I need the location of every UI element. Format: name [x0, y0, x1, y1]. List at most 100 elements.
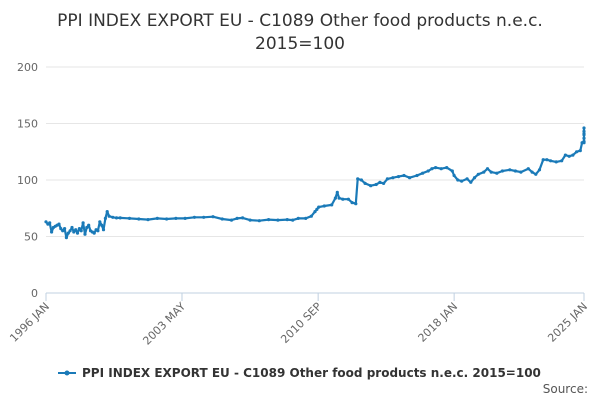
data-point[interactable] [291, 218, 295, 222]
data-point[interactable] [495, 171, 499, 175]
data-point[interactable] [229, 218, 234, 222]
data-point[interactable] [304, 216, 308, 220]
data-point[interactable] [341, 197, 345, 201]
data-point[interactable] [333, 196, 337, 200]
data-point[interactable] [430, 167, 434, 171]
data-point[interactable] [174, 216, 178, 220]
data-point[interactable] [445, 166, 449, 170]
data-point[interactable] [363, 181, 367, 185]
data-point[interactable] [202, 215, 206, 219]
data-point[interactable] [476, 172, 480, 176]
data-point[interactable] [111, 215, 115, 219]
data-point[interactable] [127, 216, 132, 220]
data-point[interactable] [359, 178, 363, 182]
data-point[interactable] [72, 230, 76, 234]
data-point[interactable] [426, 169, 430, 173]
data-point[interactable] [44, 220, 48, 224]
data-point[interactable] [541, 158, 545, 162]
data-point[interactable] [107, 214, 111, 218]
data-point[interactable] [391, 176, 395, 180]
data-point[interactable] [415, 173, 419, 178]
data-point[interactable] [571, 153, 575, 157]
data-point[interactable] [582, 140, 586, 144]
data-point[interactable] [192, 215, 196, 219]
data-point[interactable] [526, 167, 530, 171]
data-point[interactable] [500, 169, 504, 173]
data-point[interactable] [519, 170, 523, 174]
data-point[interactable] [374, 182, 378, 187]
data-point[interactable] [309, 214, 313, 218]
data-point[interactable] [469, 180, 473, 184]
data-point[interactable] [98, 220, 102, 224]
data-point[interactable] [241, 216, 245, 220]
data-point[interactable] [346, 197, 350, 201]
data-point[interactable] [460, 179, 464, 183]
data-point[interactable] [575, 150, 579, 154]
data-point[interactable] [64, 236, 68, 240]
data-point[interactable] [146, 218, 150, 222]
data-point[interactable] [508, 168, 512, 172]
data-point[interactable] [220, 217, 224, 221]
data-point[interactable] [68, 229, 72, 233]
data-point[interactable] [257, 219, 261, 223]
data-point[interactable] [465, 177, 469, 181]
data-point[interactable] [530, 170, 534, 174]
data-point[interactable] [75, 231, 80, 235]
data-point[interactable] [456, 178, 460, 182]
data-point[interactable] [70, 225, 74, 230]
data-point[interactable] [369, 184, 373, 188]
data-point[interactable] [114, 216, 119, 220]
data-point[interactable] [330, 203, 334, 207]
data-point[interactable] [545, 158, 549, 162]
data-point[interactable] [85, 225, 89, 230]
data-point[interactable] [296, 216, 300, 220]
data-point[interactable] [582, 129, 586, 133]
data-point[interactable] [378, 180, 382, 184]
data-point[interactable] [267, 218, 271, 222]
data-point[interactable] [105, 210, 109, 214]
data-point[interactable] [79, 229, 83, 233]
data-point[interactable] [489, 170, 493, 174]
data-point[interactable] [421, 171, 425, 175]
data-point[interactable] [439, 167, 443, 171]
data-point[interactable] [434, 166, 438, 170]
data-point[interactable] [155, 216, 159, 220]
data-point[interactable] [385, 177, 389, 181]
data-point[interactable] [337, 196, 341, 200]
data-point[interactable] [317, 205, 321, 209]
data-point[interactable] [87, 223, 91, 227]
data-point[interactable] [235, 216, 239, 220]
data-point[interactable] [81, 221, 85, 225]
data-point[interactable] [248, 218, 252, 222]
data-point[interactable] [396, 175, 401, 179]
data-point[interactable] [83, 232, 87, 236]
data-point[interactable] [563, 153, 568, 157]
data-point[interactable] [554, 160, 558, 164]
data-point[interactable] [57, 222, 61, 226]
legend[interactable]: PPI INDEX EXPORT EU - C1089 Other food p… [58, 366, 541, 380]
data-point[interactable] [322, 204, 326, 208]
data-point[interactable] [137, 217, 141, 221]
data-point[interactable] [61, 229, 65, 233]
data-point[interactable] [63, 227, 67, 231]
data-point[interactable] [77, 227, 81, 231]
data-point[interactable] [408, 176, 412, 180]
data-point[interactable] [66, 231, 70, 235]
data-point[interactable] [276, 218, 280, 222]
data-point[interactable] [549, 159, 553, 163]
data-point[interactable] [315, 207, 319, 211]
data-point[interactable] [402, 173, 406, 178]
data-point[interactable] [118, 216, 122, 220]
data-point[interactable] [534, 172, 538, 176]
data-point[interactable] [578, 149, 582, 153]
data-point[interactable] [513, 169, 518, 173]
data-point[interactable] [313, 210, 317, 214]
data-point[interactable] [183, 216, 187, 220]
data-point[interactable] [582, 126, 586, 130]
data-point[interactable] [50, 230, 54, 234]
data-point[interactable] [285, 218, 289, 222]
data-point[interactable] [472, 176, 477, 180]
data-point[interactable] [165, 217, 169, 221]
data-point[interactable] [582, 136, 586, 140]
data-point[interactable] [48, 221, 52, 225]
